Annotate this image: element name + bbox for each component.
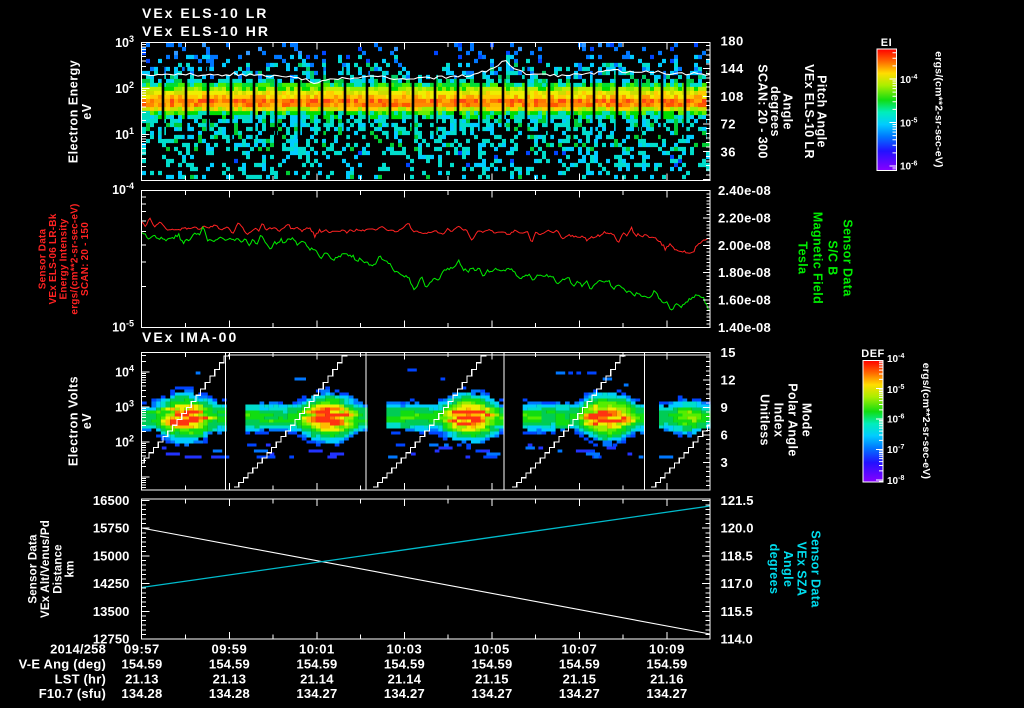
svg-text:16500: 16500: [93, 493, 130, 508]
svg-text:10:05: 10:05: [474, 642, 510, 657]
svg-text:154.59: 154.59: [384, 657, 425, 672]
svg-text:2.00e-08: 2.00e-08: [718, 238, 771, 253]
svg-text:134.27: 134.27: [296, 686, 337, 701]
svg-text:134.27: 134.27: [559, 686, 600, 701]
svg-text:Index: Index: [772, 403, 786, 438]
svg-text:144: 144: [721, 61, 744, 76]
svg-text:21.14: 21.14: [300, 672, 334, 687]
svg-text:154.59: 154.59: [559, 657, 600, 672]
svg-text:2.40e-08: 2.40e-08: [718, 183, 771, 198]
svg-text:12750: 12750: [93, 632, 130, 647]
svg-text:ergs/(cm**2-sr-sec-eV): ergs/(cm**2-sr-sec-eV): [920, 363, 932, 479]
svg-text:V-E Ang (deg): V-E Ang (deg): [19, 657, 106, 672]
svg-text:120.0: 120.0: [721, 521, 754, 536]
svg-text:km: km: [65, 560, 77, 577]
svg-text:Energy Intensity: Energy Intensity: [59, 218, 70, 299]
svg-text:Tesla: Tesla: [796, 241, 810, 275]
svg-text:15000: 15000: [93, 548, 130, 563]
svg-text:Electron Volts: Electron Volts: [67, 376, 81, 466]
svg-text:1.40e-08: 1.40e-08: [718, 320, 771, 335]
svg-text:Electron Energy: Electron Energy: [67, 60, 81, 163]
svg-text:S/C B: S/C B: [826, 240, 840, 275]
svg-text:eV: eV: [80, 103, 94, 119]
svg-text:121.5: 121.5: [721, 493, 754, 508]
svg-text:6: 6: [721, 428, 729, 443]
svg-text:115.5: 115.5: [721, 604, 753, 619]
svg-text:F10.7 (sfu): F10.7 (sfu): [39, 686, 106, 701]
svg-text:Sensor Data: Sensor Data: [841, 219, 855, 297]
svg-text:Sensor Data: Sensor Data: [809, 530, 823, 608]
svg-text:12: 12: [721, 373, 736, 388]
svg-text:13500: 13500: [93, 604, 130, 619]
svg-text:eV: eV: [80, 413, 94, 429]
svg-text:Unitless: Unitless: [758, 394, 772, 446]
svg-text:10:03: 10:03: [387, 642, 423, 657]
svg-text:15750: 15750: [93, 521, 130, 536]
svg-text:09:59: 09:59: [212, 642, 248, 657]
svg-text:VEx ELS-06 LR-Bk: VEx ELS-06 LR-Bk: [48, 213, 59, 304]
svg-text:21.13: 21.13: [125, 672, 159, 687]
svg-text:Magnetic Field: Magnetic Field: [811, 212, 825, 304]
svg-text:180: 180: [721, 34, 744, 49]
svg-text:21.15: 21.15: [475, 672, 509, 687]
svg-text:154.59: 154.59: [296, 657, 337, 672]
svg-text:degrees: degrees: [767, 544, 781, 595]
svg-text:118.5: 118.5: [721, 548, 753, 563]
svg-text:1.80e-08: 1.80e-08: [718, 265, 771, 280]
svg-text:114.0: 114.0: [721, 632, 753, 647]
svg-text:degrees: degrees: [768, 86, 782, 137]
svg-text:LST (hr): LST (hr): [55, 672, 106, 687]
svg-text:SCAN: 20 - 300: SCAN: 20 - 300: [755, 64, 769, 159]
svg-text:Distance: Distance: [52, 544, 64, 594]
svg-text:1.60e-08: 1.60e-08: [718, 293, 771, 308]
svg-text:154.59: 154.59: [646, 657, 687, 672]
svg-text:117.0: 117.0: [721, 576, 753, 591]
svg-text:Mode: Mode: [800, 403, 814, 437]
svg-text:154.59: 154.59: [471, 657, 512, 672]
svg-text:ergs/(cm**2-sr-sec-eV): ergs/(cm**2-sr-sec-eV): [933, 51, 945, 167]
svg-text:Sensor Data: Sensor Data: [38, 228, 49, 289]
svg-text:ergs/(cm**2-sr-sec-eV): ergs/(cm**2-sr-sec-eV): [69, 203, 80, 314]
svg-text:154.59: 154.59: [121, 657, 162, 672]
svg-text:134.27: 134.27: [471, 686, 512, 701]
svg-text:134.27: 134.27: [384, 686, 425, 701]
svg-text:VEx ELS-10 HR: VEx ELS-10 HR: [142, 23, 270, 39]
svg-text:21.15: 21.15: [563, 672, 597, 687]
svg-text:134.27: 134.27: [646, 686, 687, 701]
svg-text:134.28: 134.28: [121, 686, 162, 701]
svg-text:EI: EI: [881, 37, 892, 49]
svg-text:10:01: 10:01: [299, 642, 335, 657]
svg-text:72: 72: [721, 117, 736, 132]
svg-text:VEx SZA: VEx SZA: [795, 542, 809, 597]
svg-text:21.14: 21.14: [388, 672, 422, 687]
svg-text:10:09: 10:09: [649, 642, 685, 657]
svg-text:14250: 14250: [93, 576, 130, 591]
svg-text:3: 3: [721, 455, 729, 470]
svg-text:Polar Angle: Polar Angle: [786, 383, 800, 456]
svg-text:SCAN: 20 - 150: SCAN: 20 - 150: [80, 222, 91, 296]
svg-text:36: 36: [721, 144, 736, 159]
svg-text:Angle: Angle: [781, 551, 795, 588]
svg-text:09:57: 09:57: [124, 642, 160, 657]
svg-text:Sensor Data: Sensor Data: [28, 534, 40, 604]
svg-text:VEx IMA-00: VEx IMA-00: [142, 329, 238, 345]
svg-text:DEF: DEF: [861, 348, 885, 360]
svg-text:10:07: 10:07: [562, 642, 598, 657]
svg-text:Angle: Angle: [781, 93, 795, 130]
svg-text:2.20e-08: 2.20e-08: [718, 210, 771, 225]
svg-text:VEx Alt/Venus/Pd: VEx Alt/Venus/Pd: [40, 520, 52, 618]
svg-text:VEx ELS-10 LR: VEx ELS-10 LR: [142, 5, 268, 21]
svg-text:21.16: 21.16: [650, 672, 684, 687]
svg-text:15: 15: [721, 345, 736, 360]
svg-text:154.59: 154.59: [209, 657, 250, 672]
svg-text:134.28: 134.28: [209, 686, 250, 701]
svg-text:Pitch Angle: Pitch Angle: [815, 75, 829, 148]
svg-text:2014/258: 2014/258: [50, 642, 106, 657]
svg-text:VEx ELS-10 LR: VEx ELS-10 LR: [802, 64, 816, 159]
svg-text:108: 108: [721, 89, 744, 104]
svg-text:9: 9: [721, 400, 729, 415]
svg-text:21.13: 21.13: [213, 672, 247, 687]
